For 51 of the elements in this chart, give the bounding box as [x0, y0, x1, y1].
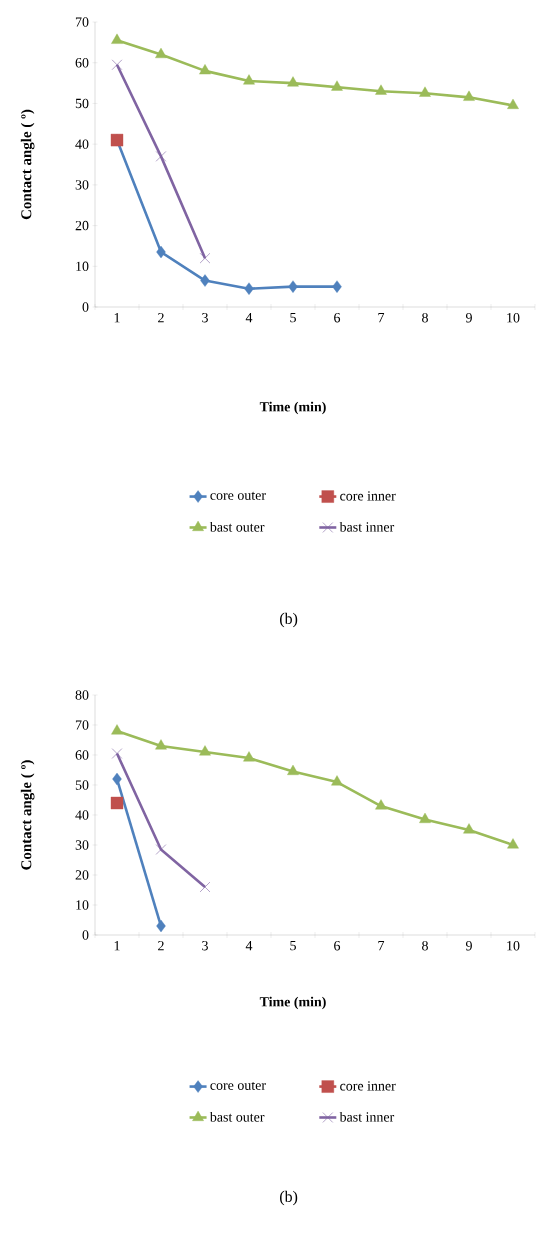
x-tick-label: 6	[334, 941, 341, 951]
x-axis-title: Time (min)	[259, 996, 326, 1010]
x-tick-label: 1	[114, 941, 120, 951]
x-tick-label: 8	[422, 313, 428, 323]
legend-label: core inner	[340, 1081, 396, 1091]
x-tick-label: 9	[465, 313, 472, 323]
x-tick-label: 6	[334, 313, 341, 323]
y-tick-label: 40	[75, 139, 89, 149]
x-tick-label: 4	[245, 313, 253, 323]
y-tick-label: 50	[75, 780, 89, 790]
y-tick-label: 30	[75, 840, 89, 850]
x-tick-label: 5	[290, 313, 296, 323]
legend-label: core outer	[210, 491, 266, 500]
legend-label: core inner	[340, 491, 396, 501]
x-tick-label: 1	[114, 313, 120, 323]
y-axis-title: Contact angle ( º)	[20, 760, 35, 870]
x-tick-label: 7	[378, 313, 385, 323]
x-axis-title: Time (min)	[259, 401, 326, 415]
x-tick-label: 4	[245, 941, 253, 951]
legend-label: bast inner	[339, 521, 395, 532]
y-tick-label: 0	[82, 302, 89, 312]
x-tick-label: 10	[507, 313, 520, 323]
y-tick-label: 50	[75, 98, 89, 109]
x-tick-label: 8	[422, 941, 428, 951]
legend-label: core outer	[210, 1081, 266, 1090]
y-tick-label: 80	[75, 690, 89, 700]
x-tick-label: 2	[158, 313, 164, 323]
legend-label: bast outer	[209, 1111, 265, 1122]
text: (b)	[280, 612, 298, 628]
y-tick-label: 0	[82, 930, 89, 940]
y-axis-title: Contact angle ( º)	[20, 109, 35, 220]
y-tick-label: 20	[75, 870, 89, 880]
legend-label: bast outer	[209, 521, 265, 532]
y-tick-label: 70	[75, 720, 89, 730]
y-tick-label: 70	[75, 17, 89, 27]
y-tick-label: 30	[75, 180, 89, 190]
y-tick-label: 60	[75, 750, 89, 760]
y-tick-label: 10	[76, 261, 89, 271]
x-tick-label: 2	[158, 941, 164, 951]
y-tick-label: 60	[75, 58, 89, 68]
x-tick-label: 7	[378, 941, 385, 951]
legend-label: bast inner	[339, 1111, 395, 1122]
x-tick-label: 3	[202, 313, 208, 323]
x-tick-label: 3	[202, 941, 208, 951]
text: (b)	[280, 1190, 298, 1206]
y-tick-label: 40	[75, 810, 89, 820]
y-tick-label: 20	[75, 220, 89, 231]
y-tick-label: 10	[76, 900, 89, 910]
x-tick-label: 5	[290, 941, 296, 951]
x-tick-label: 9	[465, 941, 472, 951]
x-tick-label: 10	[507, 941, 520, 951]
